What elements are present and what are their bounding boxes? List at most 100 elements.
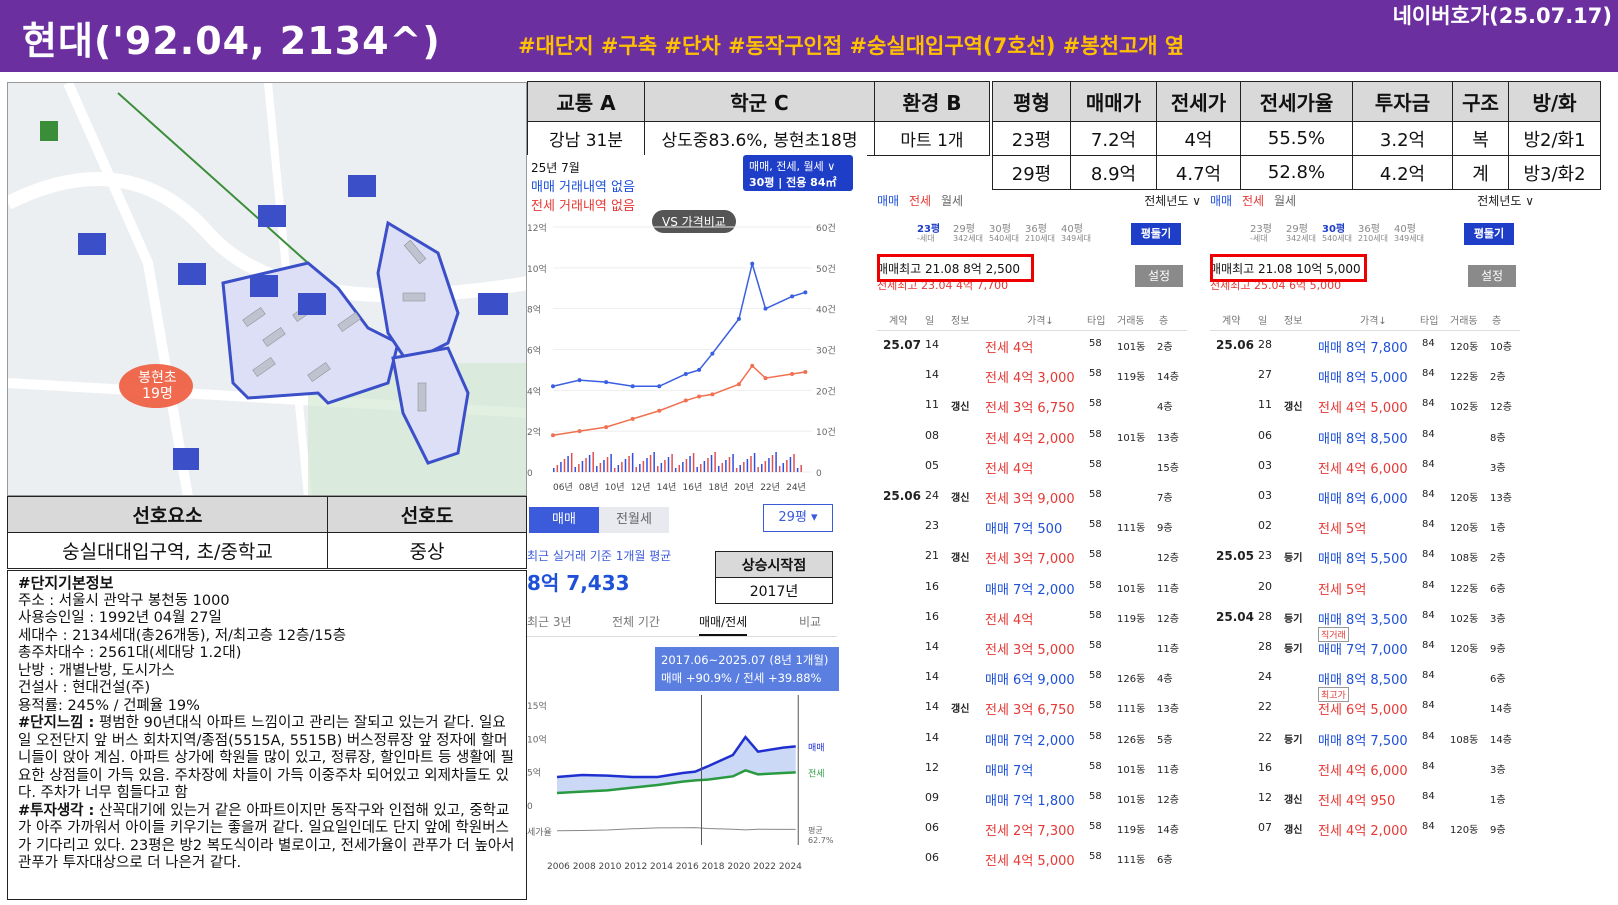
- pyeong-button[interactable]: 평둘기: [1464, 223, 1514, 245]
- data-point: [763, 376, 768, 381]
- price-value[interactable]: 전세 3억 6,750: [985, 703, 1075, 719]
- price-value[interactable]: 전세 4억: [985, 461, 1034, 477]
- price-value[interactable]: 전세 4억: [985, 341, 1034, 356]
- year-selector[interactable]: 전체년도 ∨: [1477, 194, 1534, 208]
- tab-sale[interactable]: 매매: [1210, 194, 1233, 208]
- size-tab[interactable]: 29평: [1286, 224, 1308, 235]
- size-tab[interactable]: 30평: [1322, 224, 1346, 235]
- price-value[interactable]: 전세 3억 7,000: [985, 552, 1075, 568]
- price-value[interactable]: 전세 4억 3,000: [985, 371, 1075, 387]
- price-value[interactable]: 전세 4억 2,000: [1318, 824, 1408, 840]
- tab-3y[interactable]: 최근 3년: [527, 615, 572, 629]
- price-value[interactable]: 매매 8억 5,000: [1318, 371, 1408, 387]
- price-value[interactable]: 전세 4억 950: [1318, 794, 1396, 809]
- price-value[interactable]: 전세 3억 6,750: [985, 401, 1075, 417]
- price-value[interactable]: 전세 3억 9,000: [985, 492, 1075, 507]
- price-value[interactable]: 매매 8억 8,500: [1318, 431, 1408, 447]
- price-value[interactable]: 전세 4억 5,000: [1318, 401, 1408, 417]
- tab-jeonse[interactable]: 전세: [909, 194, 932, 208]
- price-value[interactable]: 매매 8억 3,500: [1318, 612, 1408, 628]
- volume-bar: [653, 452, 655, 472]
- volume-bar: [743, 462, 745, 472]
- price-value[interactable]: 매매 8억 7,800: [1318, 341, 1408, 356]
- complex-map[interactable]: 봉현초 19명: [7, 82, 527, 496]
- size-tab[interactable]: 36평: [1358, 224, 1380, 235]
- tab-sale[interactable]: 매매: [877, 194, 900, 208]
- building-no: 101동: [1117, 342, 1146, 353]
- price-value[interactable]: 매매 7억: [985, 763, 1034, 779]
- price-value[interactable]: 매매 6억 9,000: [985, 673, 1075, 689]
- y-tick-label: 6억: [527, 345, 541, 357]
- floor-no: 11층: [1157, 764, 1179, 776]
- series-line-매매: [552, 260, 806, 387]
- price-value[interactable]: 전세 5억: [1318, 582, 1367, 598]
- price-value[interactable]: 매매 7억 7,000: [1318, 643, 1408, 658]
- unit-type: 84: [1422, 700, 1435, 712]
- unit-type: 84: [1422, 640, 1435, 651]
- price-value[interactable]: 전세 4억 2,000: [985, 431, 1075, 447]
- price-value[interactable]: 매매 8억 8,500: [1318, 673, 1408, 689]
- size-tab[interactable]: 29평: [953, 224, 975, 235]
- price-value[interactable]: 전세 4억: [985, 612, 1034, 628]
- price-value[interactable]: 전세 6억 5,000: [1318, 703, 1408, 719]
- price-value[interactable]: 매매 7억 2,000: [985, 733, 1075, 749]
- size-dropdown[interactable]: 29평 ▾: [763, 504, 833, 532]
- type-selector[interactable]: 매매, 전세, 월세 ∨ 30평 | 전용 84㎡: [743, 155, 853, 191]
- size-tab[interactable]: 40평: [1394, 224, 1416, 235]
- tab-monthly[interactable]: 월세: [941, 194, 964, 208]
- price-value[interactable]: 매매 7억 500: [985, 522, 1063, 538]
- floor-no: 8층: [1490, 432, 1506, 444]
- building-no: 122동: [1450, 372, 1479, 384]
- price-value[interactable]: 전세 4억 6,000: [1318, 461, 1408, 477]
- size-tab[interactable]: 40평: [1061, 224, 1083, 235]
- household-count: 342세대: [1286, 234, 1316, 243]
- period-tabs: 최근 3년 전체 기간 매매/전세 비교: [527, 613, 837, 637]
- tab-all[interactable]: 전체 기간: [612, 615, 660, 629]
- jeonse-line: [556, 768, 796, 795]
- floor-no: 14층: [1157, 825, 1179, 837]
- column-header: 타입: [1087, 316, 1106, 327]
- size-tab[interactable]: 23평: [917, 224, 941, 235]
- unit-type: 58: [1089, 609, 1102, 621]
- size-tab[interactable]: 30평: [989, 224, 1011, 235]
- settings-button[interactable]: 설정: [1135, 265, 1183, 287]
- volume-bar: [656, 466, 659, 472]
- price-value[interactable]: 매매 7억 2,000: [985, 582, 1075, 598]
- price-value[interactable]: 전세 2억 7,300: [985, 824, 1075, 840]
- max-sale: 매매최고 21.08 10억 5,000: [1210, 262, 1361, 276]
- col-size: 평형: [992, 81, 1071, 122]
- tab-rent[interactable]: 전월세: [599, 507, 669, 533]
- tab-jeonse[interactable]: 전세: [1242, 194, 1265, 208]
- contract-day: 14: [925, 670, 939, 684]
- tab-compare[interactable]: 비교: [799, 615, 822, 629]
- header-divider: [1210, 330, 1520, 331]
- volume-bar: [685, 459, 688, 472]
- building-no: 126동: [1117, 734, 1146, 746]
- volume-bar: [703, 461, 706, 472]
- size-tab[interactable]: 36평: [1025, 224, 1047, 235]
- column-header: 가격↓: [1027, 316, 1054, 327]
- household-count: 349세대: [1394, 234, 1424, 243]
- col-rooms: 방/화: [1508, 81, 1601, 122]
- tab-sale-jeonse[interactable]: 매매/전세: [699, 613, 748, 636]
- year-selector[interactable]: 전체년도 ∨: [1144, 194, 1201, 208]
- price-value[interactable]: 매매 7억 1,800: [985, 794, 1075, 809]
- size-tab[interactable]: 23평: [1250, 224, 1272, 235]
- price-value[interactable]: 매매 8억 7,500: [1318, 733, 1408, 749]
- tab-monthly[interactable]: 월세: [1274, 194, 1297, 208]
- pyeong-button[interactable]: 평둘기: [1131, 223, 1181, 245]
- price-value[interactable]: 전세 5억: [1318, 522, 1367, 538]
- renewal-tag: 갱신: [951, 493, 970, 504]
- price-value[interactable]: 전세 4억 6,000: [1318, 763, 1408, 779]
- tab-sale[interactable]: 매매: [529, 507, 599, 533]
- settings-button[interactable]: 설정: [1468, 265, 1516, 287]
- listing-30: 매매 전세 월세 전체년도 ∨ 23평 -세대 29평 342세대 30평 540세대 36평 210…: [1210, 190, 1540, 902]
- volume-bar: [739, 465, 741, 472]
- volume-bar: [753, 453, 756, 472]
- floor-no: 1층: [1490, 795, 1506, 806]
- price-value[interactable]: 매매 8억 5,500: [1318, 552, 1408, 568]
- price-value[interactable]: 전세 3억 5,000: [985, 643, 1075, 658]
- price-value[interactable]: 매매 8억 6,000: [1318, 492, 1408, 507]
- building-no: 101동: [1117, 764, 1146, 776]
- price-value[interactable]: 전세 4억 5,000: [985, 854, 1075, 870]
